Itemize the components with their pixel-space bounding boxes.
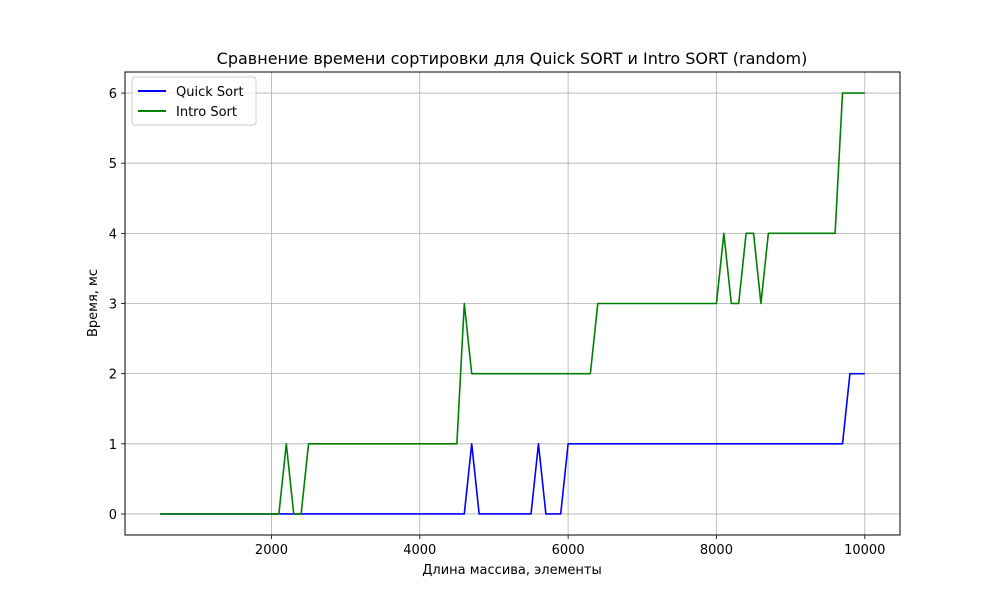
x-axis-label: Длина массива, элементы xyxy=(422,563,602,578)
y-tick-label: 6 xyxy=(109,87,117,102)
x-tick-label: 8000 xyxy=(700,543,733,558)
y-axis-label: Время, мс xyxy=(86,269,101,337)
x-tick-label: 6000 xyxy=(552,543,585,558)
x-tick-label: 4000 xyxy=(403,543,436,558)
series-line-intro-sort xyxy=(160,92,865,515)
axis-ticks: 2000 4000 6000 8000 10000 0 1 2 3 4 5 6 xyxy=(109,87,886,558)
chart-title: Сравнение времени сортировки для Quick S… xyxy=(217,49,808,68)
y-tick-label: 0 xyxy=(109,508,117,523)
legend: Quick Sort Intro Sort xyxy=(131,76,257,126)
x-tick-label: 10000 xyxy=(844,543,885,558)
y-tick-label: 3 xyxy=(109,298,117,313)
legend-label-intro-sort: Intro Sort xyxy=(176,105,237,120)
legend-label-quick-sort: Quick Sort xyxy=(176,85,244,100)
legend-box xyxy=(131,76,257,126)
series-lines xyxy=(160,92,865,515)
y-tick-label: 2 xyxy=(109,368,117,383)
x-tick-label: 2000 xyxy=(255,543,288,558)
y-tick-label: 1 xyxy=(109,438,117,453)
y-tick-label: 5 xyxy=(109,157,117,172)
y-tick-label: 4 xyxy=(109,227,117,242)
